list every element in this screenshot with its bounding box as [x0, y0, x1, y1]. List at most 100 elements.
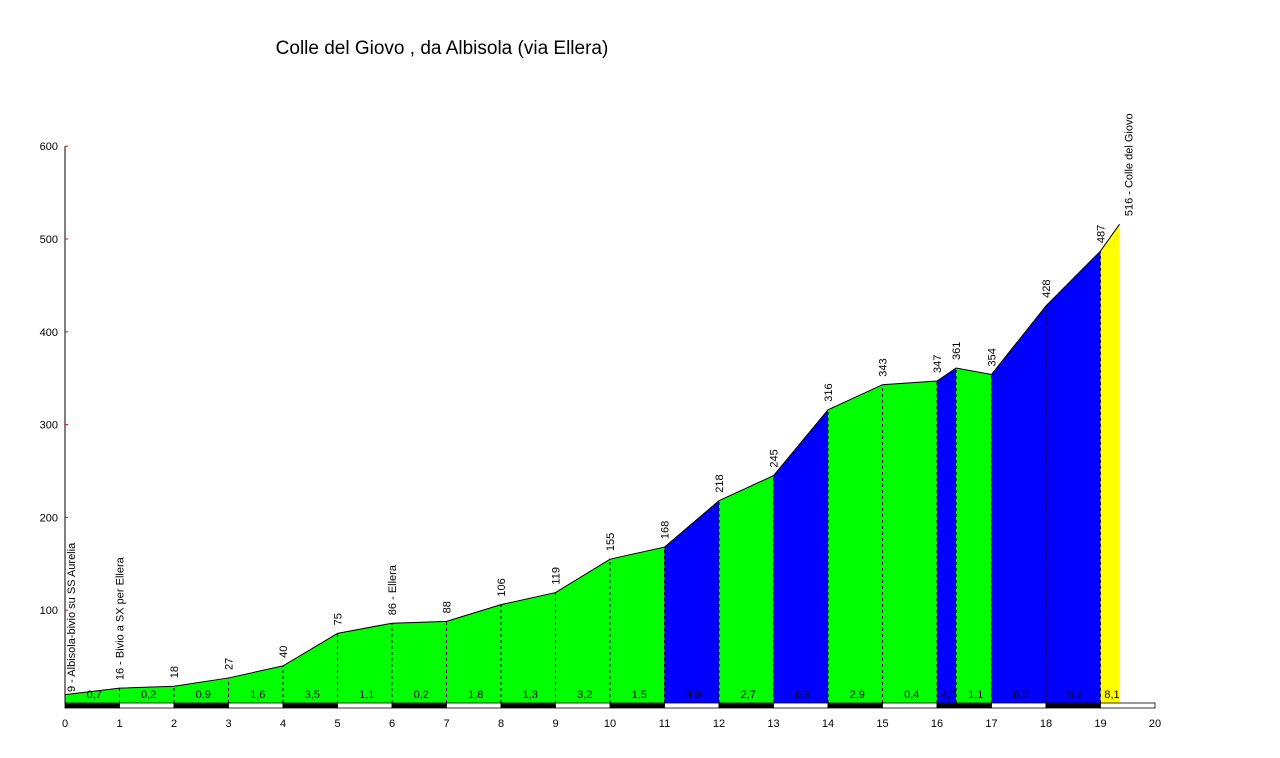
- point-label: 218: [714, 474, 726, 492]
- x-tick-label: 17: [985, 718, 997, 730]
- point-label: 86 - Ellera: [387, 564, 399, 615]
- gradient-label: 3,2: [577, 689, 592, 701]
- gradient-label: 0,4: [904, 689, 919, 701]
- gradient-label: 3,5: [305, 689, 320, 701]
- km-bar-block: [391, 702, 447, 709]
- point-label: 245: [769, 449, 781, 467]
- gradient-label: 1,1: [968, 689, 983, 701]
- profile-segment: [501, 592, 556, 703]
- gradient-label: 6,5: [1013, 689, 1028, 701]
- km-bar-block: [500, 702, 556, 709]
- x-tick-label: 12: [713, 718, 725, 730]
- x-tick-label: 7: [443, 718, 449, 730]
- km-bar-block: [1045, 702, 1101, 709]
- km-bar-block: [936, 702, 992, 709]
- y-tick-label: 200: [40, 512, 58, 524]
- profile-segment: [882, 380, 937, 703]
- y-tick-label: 500: [40, 234, 58, 246]
- gradient-label: 1,8: [468, 689, 483, 701]
- profile-segment: [555, 559, 610, 703]
- point-label: 354: [987, 348, 999, 366]
- profile-segment: [446, 604, 501, 703]
- km-bar-block: [1100, 702, 1156, 709]
- x-tick-label: 5: [334, 718, 340, 730]
- x-tick-label: 4: [280, 718, 286, 730]
- point-label: 40: [278, 646, 290, 658]
- gradient-label: 1,3: [523, 689, 538, 701]
- gradient-label: 0,9: [196, 689, 211, 701]
- x-tick-label: 6: [389, 718, 395, 730]
- point-label: 487: [1096, 225, 1108, 243]
- x-tick-label: 16: [931, 718, 943, 730]
- gradient-label: 2,7: [741, 689, 756, 701]
- profile-segment: [719, 475, 774, 703]
- km-bar-block: [282, 702, 338, 709]
- km-bar-block: [827, 702, 883, 709]
- x-tick-label: 1: [116, 718, 122, 730]
- profile-line: [64, 223, 1120, 696]
- y-tick-label: 300: [40, 420, 58, 432]
- profile-segment: [956, 367, 992, 703]
- point-label: 9 - Albisola-bivio su SS Aurelia: [66, 542, 78, 692]
- x-tick-label: 14: [822, 718, 834, 730]
- profile-segment: [991, 305, 1046, 703]
- x-tick-label: 8: [498, 718, 504, 730]
- segment-dividers: [119, 251, 1101, 703]
- gradient-label: 1,1: [359, 689, 374, 701]
- km-bar-block: [664, 702, 720, 709]
- profile-segment: [65, 688, 120, 703]
- y-tick-label: 600: [40, 141, 58, 153]
- profile-segment: [1046, 251, 1101, 703]
- point-label: 88: [442, 601, 454, 613]
- km-bar-block: [882, 702, 938, 709]
- x-tick-label: 0: [62, 718, 68, 730]
- gradient-label: 1,6: [250, 689, 265, 701]
- gradient-label: 1,5: [632, 689, 647, 701]
- profile-segment: [773, 409, 828, 703]
- point-label: 361: [951, 342, 963, 360]
- km-bar-block: [337, 702, 393, 709]
- gradient-label: 0,2: [414, 689, 429, 701]
- point-label: 168: [660, 521, 672, 539]
- km-bar-block: [718, 702, 774, 709]
- km-bar-block: [173, 702, 229, 709]
- point-label: 119: [551, 567, 563, 585]
- point-label: 155: [605, 533, 617, 551]
- profile-segment: [337, 623, 392, 703]
- x-tick-label: 20: [1149, 718, 1161, 730]
- gradient-label: 8,1: [1104, 689, 1119, 701]
- gradient-label: 6,2: [1068, 689, 1083, 701]
- km-bar-block: [119, 702, 175, 709]
- km-bar-block: [64, 702, 120, 709]
- profile-segment: [664, 500, 719, 703]
- x-tick-label: 2: [171, 718, 177, 730]
- km-bar-block: [555, 702, 611, 709]
- km-bar-block: [446, 702, 502, 709]
- x-tick-label: 9: [552, 718, 558, 730]
- profile-outline: [64, 223, 1120, 696]
- profile-segment: [283, 633, 338, 703]
- profile-segment: [828, 384, 883, 703]
- point-label: 428: [1041, 279, 1053, 297]
- x-tick-label: 15: [876, 718, 888, 730]
- x-tick-label: 18: [1040, 718, 1052, 730]
- km-bar-block: [228, 702, 284, 709]
- profile-areas: [65, 224, 1120, 704]
- point-label: 516 - Colle del Giovo: [1124, 113, 1136, 216]
- profile-segment: [937, 367, 957, 703]
- point-label: 16 - Bivio a SX per Ellera: [115, 556, 127, 680]
- profile-segment: [1100, 224, 1120, 704]
- point-label: 316: [823, 383, 835, 401]
- profile-segment: [392, 621, 447, 703]
- point-label: 18: [169, 666, 181, 678]
- chart-title: Colle del Giovo , da Albisola (via Eller…: [275, 38, 609, 59]
- x-tick-label: 10: [604, 718, 616, 730]
- gradient-label: 0,2: [141, 689, 156, 701]
- point-label: 75: [333, 613, 345, 625]
- x-tick-label: 11: [659, 718, 670, 730]
- gradient-labels: 0,7 0,2 0,9 1,6 3,5 1,1 0,2 1,8 1,3 3,2 1,5 4,9 2,7 6…: [87, 689, 1120, 701]
- profile-segment: [610, 547, 665, 703]
- x-tick-label: 3: [225, 718, 231, 730]
- point-labels: 9 - Albisola-bivio su SS Aurelia 16 - Biv…: [66, 113, 1136, 692]
